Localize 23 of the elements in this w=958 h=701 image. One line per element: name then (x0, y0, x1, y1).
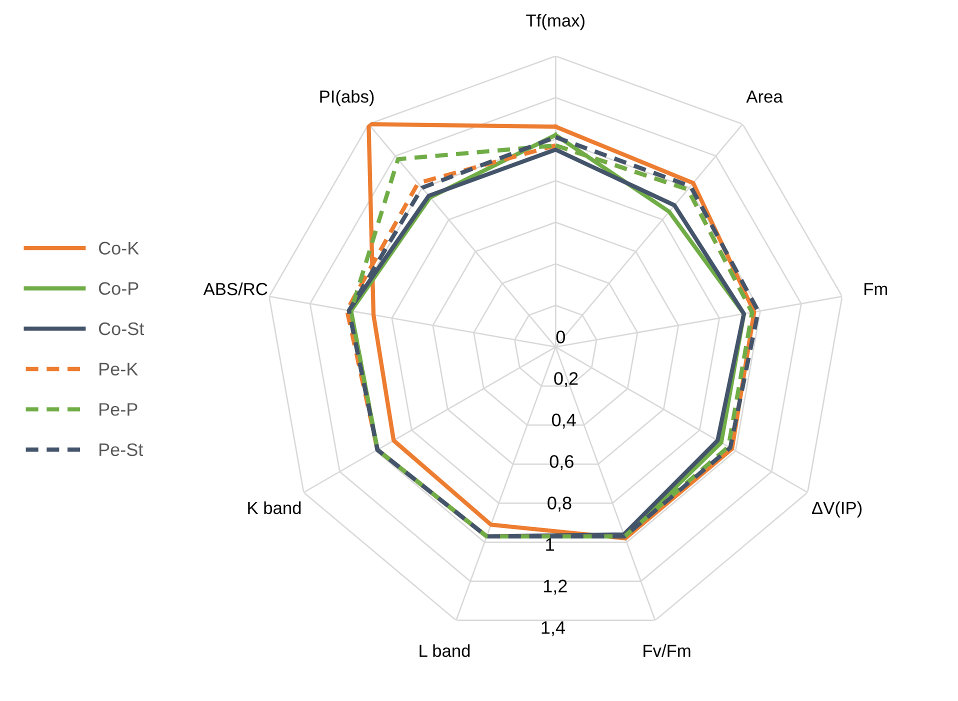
spoke-label: Area (746, 90, 783, 103)
legend-label: Co-St (98, 322, 144, 336)
spoke-label: Fv/Fm (644, 644, 690, 657)
spoke-label: PI(abs) (320, 90, 374, 106)
legend-label: Pe-St (100, 443, 144, 456)
spoke-label: L band (420, 644, 470, 657)
legend-label: Co-K (98, 242, 139, 255)
spoke-label: Tf(max) (526, 14, 584, 30)
spoke-label: K band (248, 501, 301, 514)
y-tick-label: 0,2 (554, 372, 578, 388)
y-tick-label: 1 (546, 538, 554, 551)
spoke-label: Fm (864, 283, 888, 296)
y-tick-label: 0,6 (550, 455, 574, 470)
y-tick-label: 0 (556, 330, 565, 344)
legend-label: Pe-P (100, 403, 138, 416)
spoke-label: ABS/RC (203, 282, 268, 296)
y-tick-label: 0,8 (548, 496, 572, 512)
legend-label: Pe-K (100, 362, 138, 376)
y-tick-label: 0,4 (552, 414, 576, 429)
spoke-label: ΔV(IP) (812, 501, 862, 518)
legend-label: Co-P (98, 282, 138, 295)
y-tick-label: 1,4 (542, 621, 565, 636)
y-tick-label: 1,2 (544, 580, 567, 595)
